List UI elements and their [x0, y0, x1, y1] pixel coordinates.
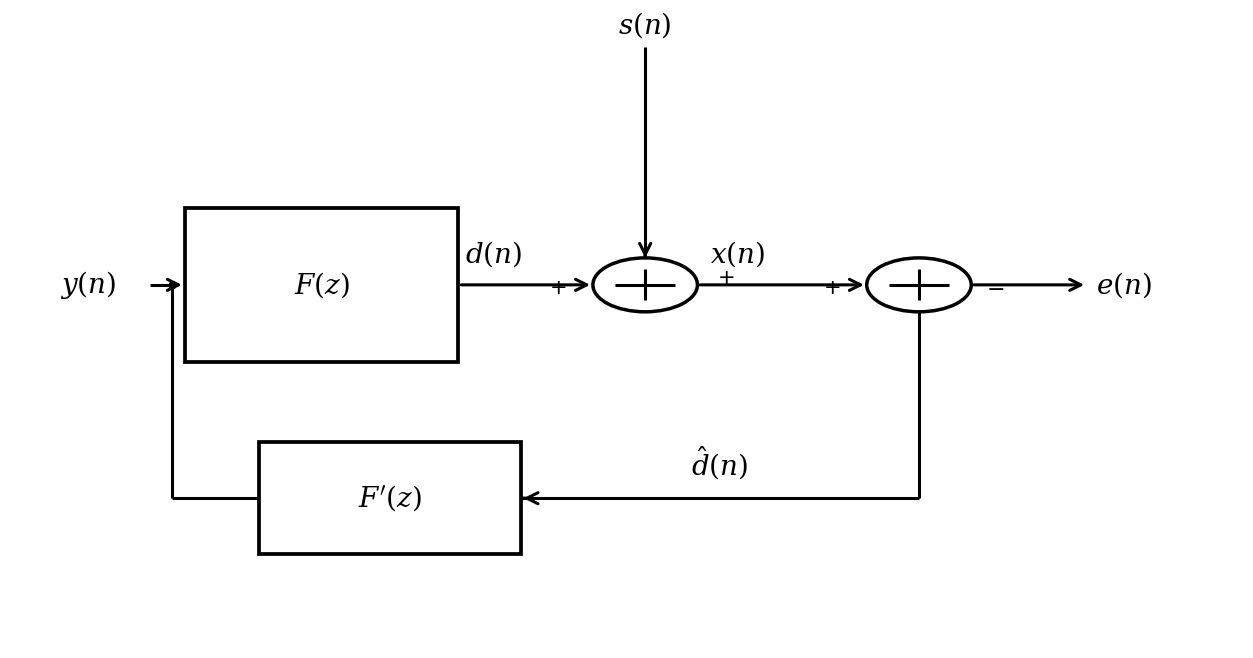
- Text: $e(n)$: $e(n)$: [1095, 270, 1152, 300]
- Bar: [184, 208, 459, 362]
- Text: $F(z)$: $F(z)$: [293, 270, 350, 300]
- Text: $s(n)$: $s(n)$: [619, 10, 672, 39]
- Text: $+$: $+$: [823, 278, 841, 297]
- Text: $\hat{d}(n)$: $\hat{d}(n)$: [692, 445, 748, 482]
- Bar: [259, 442, 521, 555]
- Text: $x(n)$: $x(n)$: [710, 239, 764, 269]
- Text: $d(n)$: $d(n)$: [465, 239, 521, 269]
- Text: $-$: $-$: [986, 277, 1005, 299]
- Text: $y(n)$: $y(n)$: [60, 269, 117, 301]
- Text: $F^{\prime}(z)$: $F^{\prime}(z)$: [358, 484, 422, 513]
- Text: $+$: $+$: [718, 269, 734, 288]
- Text: $+$: $+$: [549, 278, 566, 297]
